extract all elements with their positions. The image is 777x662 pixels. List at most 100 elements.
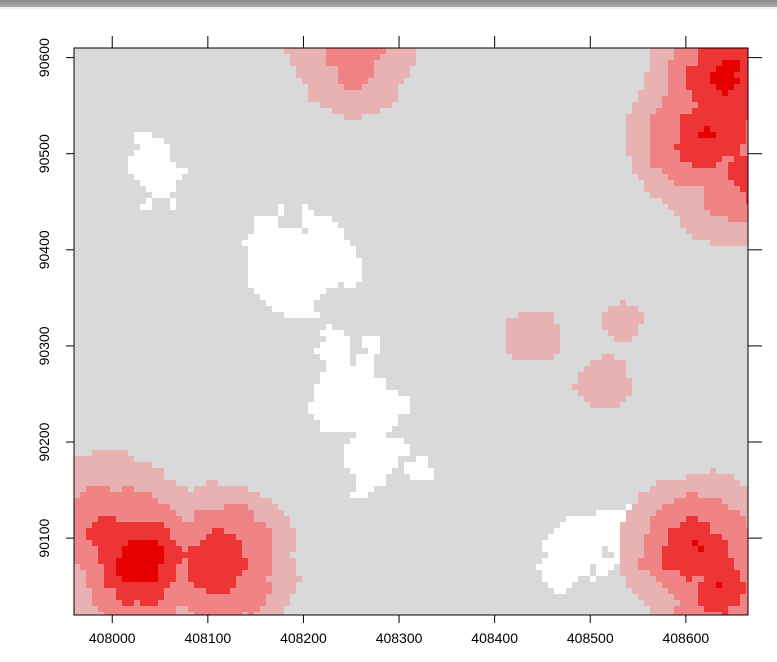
raster-cell <box>308 312 314 318</box>
raster-cell <box>602 384 608 390</box>
raster-cell <box>734 72 740 78</box>
raster-cell <box>650 498 656 504</box>
raster-cell <box>86 612 92 615</box>
raster-cell <box>692 162 698 168</box>
raster-cell <box>242 600 248 606</box>
raster-cell <box>92 522 98 528</box>
raster-cell <box>122 474 128 480</box>
raster-cell <box>296 60 302 66</box>
raster-cell <box>278 240 284 246</box>
raster-cell <box>704 474 710 480</box>
raster-cell <box>296 288 302 294</box>
raster-cell <box>128 474 134 480</box>
raster-cell <box>644 84 650 90</box>
raster-cell <box>626 510 632 516</box>
raster-cell <box>272 222 278 228</box>
raster-cell <box>668 114 674 120</box>
raster-cell <box>266 516 272 522</box>
raster-cell <box>74 600 80 606</box>
raster-cell <box>728 564 734 570</box>
raster-cell <box>716 156 722 162</box>
raster-cell <box>152 510 158 516</box>
raster-cell <box>662 96 668 102</box>
raster-cell <box>152 192 158 198</box>
raster-cell <box>626 552 632 558</box>
raster-cell <box>746 84 748 90</box>
raster-cell <box>320 84 326 90</box>
raster-cell <box>86 510 92 516</box>
raster-cell <box>266 222 272 228</box>
raster-cell <box>374 390 380 396</box>
raster-cell <box>98 450 104 456</box>
raster-cell <box>344 240 350 246</box>
raster-cell <box>254 594 260 600</box>
raster-cell <box>326 66 332 72</box>
raster-cell <box>614 324 620 330</box>
raster-cell <box>692 486 698 492</box>
raster-cell <box>356 72 362 78</box>
raster-cell <box>140 138 146 144</box>
raster-cell <box>632 558 638 564</box>
raster-cell <box>134 540 140 546</box>
raster-cell <box>188 516 194 522</box>
raster-cell <box>272 252 278 258</box>
raster-cell <box>632 162 638 168</box>
raster-cell <box>128 606 134 612</box>
raster-cell <box>74 498 80 504</box>
raster-cell <box>158 480 164 486</box>
raster-cell <box>164 612 170 615</box>
raster-cell <box>188 558 194 564</box>
raster-cell <box>650 156 656 162</box>
raster-cell <box>248 528 254 534</box>
raster-cell <box>728 222 734 228</box>
raster-cell <box>554 588 560 594</box>
raster-cell <box>668 564 674 570</box>
raster-cell <box>350 492 356 498</box>
raster-cell <box>326 216 332 222</box>
raster-cell <box>740 522 746 528</box>
raster-cell <box>728 54 734 60</box>
raster-cell <box>668 606 674 612</box>
raster-cell <box>128 540 134 546</box>
raster-cell <box>710 174 716 180</box>
raster-cell <box>656 168 662 174</box>
raster-cell <box>146 540 152 546</box>
raster-cell <box>674 192 680 198</box>
raster-cell <box>272 576 278 582</box>
raster-cell <box>170 174 176 180</box>
raster-cell <box>698 606 704 612</box>
raster-cell <box>338 96 344 102</box>
raster-cell <box>692 168 698 174</box>
raster-cell <box>242 564 248 570</box>
raster-cell <box>638 558 644 564</box>
raster-cell <box>704 504 710 510</box>
raster-cell <box>116 456 122 462</box>
raster-cell <box>398 60 404 66</box>
raster-cell <box>140 558 146 564</box>
raster-cell <box>632 546 638 552</box>
raster-cell <box>662 522 668 528</box>
raster-cell <box>428 474 434 480</box>
raster-cell <box>206 546 212 552</box>
raster-cell <box>650 120 656 126</box>
raster-cell <box>218 498 224 504</box>
raster-cell <box>326 222 332 228</box>
raster-cell <box>584 570 590 576</box>
raster-cell <box>326 372 332 378</box>
raster-cell <box>122 534 128 540</box>
raster-cell <box>134 492 140 498</box>
raster-cell <box>746 48 748 54</box>
raster-cell <box>674 120 680 126</box>
raster-cell <box>152 552 158 558</box>
raster-cell <box>182 510 188 516</box>
raster-cell <box>560 540 566 546</box>
raster-cell <box>644 132 650 138</box>
raster-cell <box>650 174 656 180</box>
x-tick-label: 408600 <box>662 630 709 646</box>
raster-cell <box>230 576 236 582</box>
raster-cell <box>626 132 632 138</box>
raster-cell <box>224 546 230 552</box>
raster-cell <box>362 462 368 468</box>
raster-cell <box>296 312 302 318</box>
raster-cell <box>578 384 584 390</box>
